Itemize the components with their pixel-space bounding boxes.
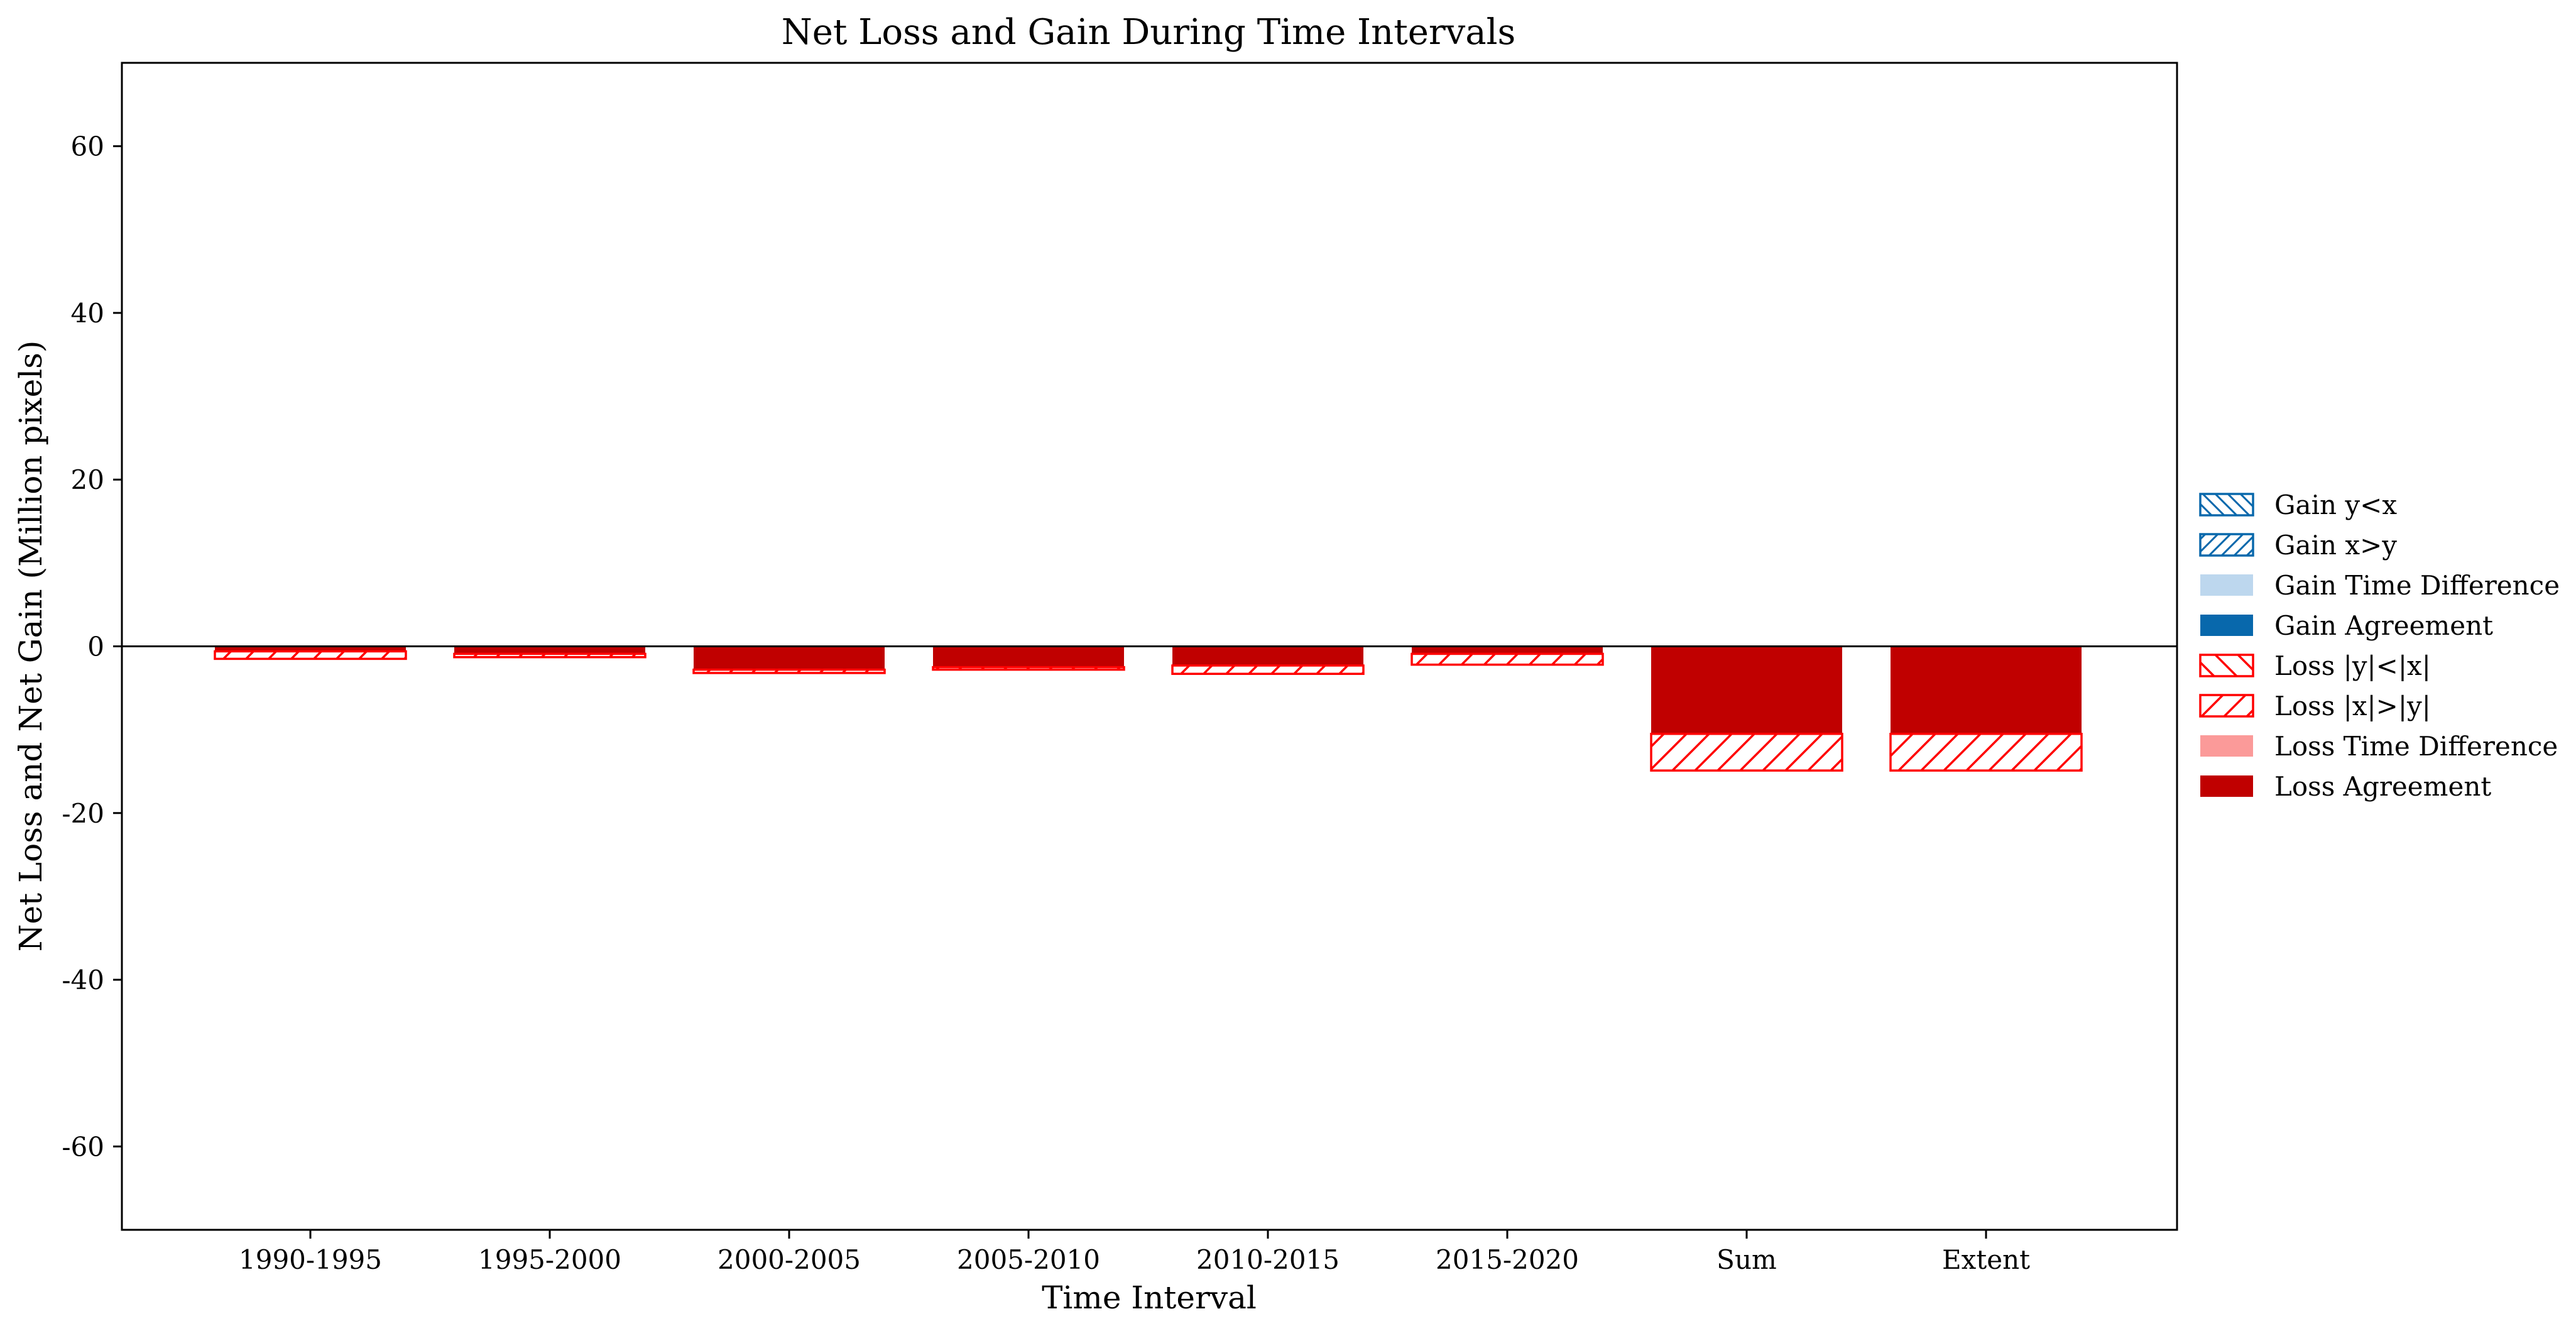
y-tick-label: -60 — [62, 1131, 104, 1162]
legend-item: Gain y<x — [2199, 490, 2397, 520]
bars-layer — [214, 646, 2083, 772]
y-tick-label: 60 — [71, 131, 104, 162]
bar-loss-agreement-2 — [694, 646, 885, 670]
x-tick-label: 1990-1995 — [239, 1244, 382, 1275]
bar-loss-agreement-0 — [215, 646, 406, 652]
y-tick-label: -40 — [62, 965, 104, 995]
chart-title: Net Loss and Gain During Time Intervals — [782, 12, 1516, 53]
legend-item: Gain x>y — [2199, 530, 2397, 561]
bar-loss-agreement-1 — [454, 646, 645, 654]
bar-loss-agreement-3 — [933, 646, 1124, 667]
bar-loss-agreement-6 — [1651, 646, 1842, 734]
bar-loss-x-y-7 — [1889, 733, 2083, 772]
legend-label: Loss |x|>|y| — [2274, 691, 2431, 721]
bar-loss-x-y-6 — [1650, 733, 1843, 772]
x-axis: 1990-1995 1995-2000 2000-2005 2005-2010 2010… — [239, 1230, 2030, 1275]
bar-loss-x-y-5 — [1411, 652, 1604, 666]
legend-swatch — [2200, 735, 2253, 757]
legend-swatch — [2200, 615, 2253, 636]
legend-item: Gain Agreement — [2200, 610, 2493, 641]
legend-label: Gain Time Difference — [2274, 570, 2560, 601]
x-tick-label: 1995-2000 — [478, 1244, 621, 1275]
legend-item: Loss Time Difference — [2200, 731, 2558, 762]
legend-label: Loss Time Difference — [2274, 731, 2558, 762]
legend-label: Gain Agreement — [2274, 610, 2493, 641]
legend-label: Loss |y|<|x| — [2274, 650, 2431, 681]
legend-swatch — [2200, 574, 2253, 596]
bar-loss-agreement-4 — [1172, 646, 1363, 666]
y-tick-label: -20 — [62, 798, 104, 829]
bar-loss-x-y-1 — [453, 652, 647, 659]
x-tick-label: 2015-2020 — [1436, 1244, 1579, 1275]
bar-loss-agreement-7 — [1891, 646, 2082, 734]
legend-label: Gain x>y — [2274, 530, 2397, 561]
legend-item: Loss |x|>|y| — [2199, 691, 2431, 721]
x-axis-label: Time Interval — [1042, 1279, 1257, 1316]
legend-label: Loss Agreement — [2274, 771, 2491, 802]
legend-label: Gain y<x — [2274, 490, 2397, 520]
legend-item: Loss |y|<|x| — [2199, 650, 2431, 681]
bar-loss-x-y-3 — [932, 666, 1125, 671]
legend-item: Loss Agreement — [2200, 771, 2491, 802]
x-tick-label: Sum — [1716, 1244, 1777, 1275]
x-tick-label: 2000-2005 — [718, 1244, 861, 1275]
bar-loss-x-y-0 — [214, 650, 407, 660]
bar-loss-agreement-5 — [1412, 646, 1603, 654]
x-tick-label: 2005-2010 — [957, 1244, 1100, 1275]
legend: Gain y<x Gain x>y Gain Time Difference Gain… — [2199, 490, 2560, 802]
legend-swatch — [2199, 493, 2254, 517]
legend-swatch — [2199, 654, 2254, 677]
bar-loss-x-y-4 — [1171, 664, 1365, 676]
legend-swatch — [2199, 694, 2254, 718]
legend-item: Gain Time Difference — [2200, 570, 2560, 601]
y-axis-label: Net Loss and Net Gain (Million pixels) — [13, 341, 49, 952]
y-tick-label: 0 — [87, 632, 104, 662]
legend-swatch — [2200, 775, 2253, 797]
y-tick-label: 20 — [71, 464, 104, 495]
y-axis: -60 -40 -20 0 20 40 60 — [62, 131, 122, 1162]
bar-loss-x-y-2 — [692, 668, 886, 674]
y-tick-label: 40 — [71, 298, 104, 329]
legend-swatch — [2199, 533, 2254, 557]
plot-frame — [121, 62, 2178, 1231]
x-tick-label: 2010-2015 — [1196, 1244, 1340, 1275]
x-tick-label: Extent — [1942, 1244, 2030, 1275]
